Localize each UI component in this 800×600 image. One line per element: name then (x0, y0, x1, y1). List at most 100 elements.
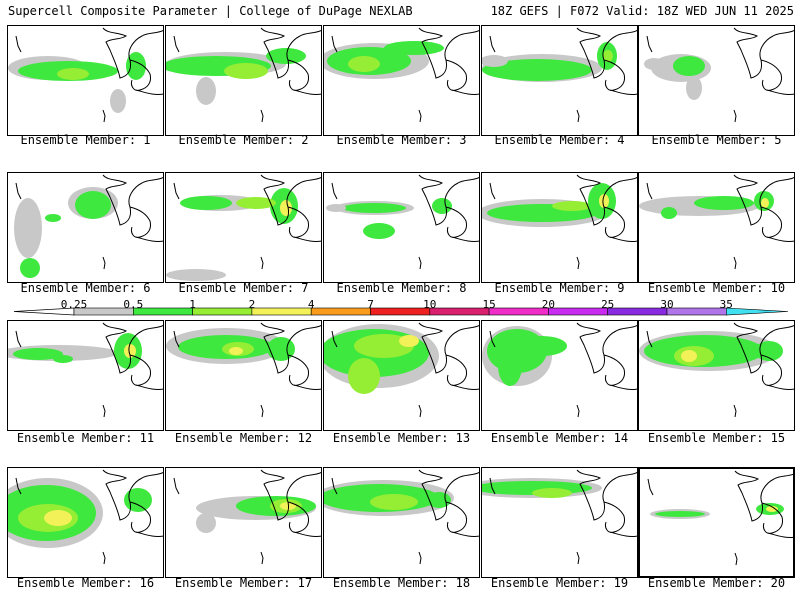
scp-field-map (8, 322, 163, 418)
scp-contour-shading (13, 348, 63, 360)
ensemble-member-map[interactable] (638, 25, 795, 136)
ensemble-member-map[interactable] (323, 172, 480, 283)
scp-contour-shading (661, 207, 677, 219)
scp-contour-shading (196, 77, 216, 105)
scp-contour-shading (761, 198, 769, 208)
scp-contour-shading (384, 41, 444, 55)
scp-contour-shading (57, 68, 89, 80)
member-caption: Ensemble Member: 6 (20, 281, 151, 295)
member-caption: Ensemble Member: 8 (336, 281, 467, 295)
scp-contour-shading (14, 198, 42, 258)
member-caption: Ensemble Member: 14 (490, 431, 629, 445)
ensemble-member-map[interactable] (323, 25, 480, 136)
ensemble-member-map[interactable] (7, 320, 164, 431)
scp-contour-shading (266, 48, 306, 64)
member-caption: Ensemble Member: 19 (490, 576, 629, 590)
scp-contour-shading (224, 63, 268, 79)
colorbar-tick-label: 4 (307, 298, 315, 311)
member-caption: Ensemble Member: 3 (336, 133, 467, 147)
scp-contour-shading (363, 223, 395, 239)
ensemble-member-map[interactable] (481, 25, 638, 136)
member-caption: Ensemble Member: 11 (16, 431, 155, 445)
member-caption: Ensemble Member: 5 (651, 133, 782, 147)
ensemble-member-map[interactable] (481, 467, 638, 578)
scp-contour-shading (673, 56, 705, 76)
member-caption: Ensemble Member: 1 (20, 133, 151, 147)
ensemble-member-map[interactable] (323, 467, 480, 578)
scp-field-map (324, 322, 479, 418)
scp-contour-shading (280, 502, 296, 510)
member-caption: Ensemble Member: 9 (494, 281, 625, 295)
ensemble-member-map[interactable] (323, 320, 480, 431)
scp-field-map (166, 27, 321, 123)
scp-field-map (8, 469, 163, 565)
ensemble-member-map[interactable] (7, 25, 164, 136)
ensemble-member-map[interactable] (481, 320, 638, 431)
scp-contour-shading (686, 76, 702, 100)
member-caption: Ensemble Member: 12 (174, 431, 313, 445)
scp-field-map (324, 27, 479, 123)
colorbar-segment (192, 307, 253, 316)
member-caption: Ensemble Member: 2 (178, 133, 309, 147)
ensemble-member-map[interactable] (165, 320, 322, 431)
ensemble-member-map[interactable] (7, 172, 164, 283)
member-caption: Ensemble Member: 7 (178, 281, 309, 295)
ensemble-member-map[interactable] (165, 25, 322, 136)
scp-contour-shading (694, 196, 754, 210)
scp-field-map (639, 322, 794, 418)
scp-contour-shading (498, 346, 522, 386)
scp-contour-shading (644, 58, 664, 70)
scp-contour-shading (766, 506, 778, 512)
scp-field-map (482, 322, 637, 418)
ensemble-member-map[interactable] (165, 467, 322, 578)
ensemble-member-map[interactable] (638, 467, 795, 578)
member-caption: Ensemble Member: 10 (647, 281, 786, 295)
scp-contour-shading (124, 344, 136, 358)
header-valid-time: 18Z GEFS | F072 Valid: 18Z WED JUN 11 20… (490, 4, 794, 18)
scp-field-map (326, 174, 479, 270)
scp-contour-shading (236, 197, 276, 209)
colorbar-segment (666, 307, 727, 316)
ensemble-member-map[interactable] (165, 172, 322, 283)
scp-contour-shading (229, 347, 243, 355)
ensemble-member-map[interactable] (638, 320, 795, 431)
scp-contour-shading (681, 350, 697, 362)
scp-contour-shading (196, 513, 216, 533)
scp-contour-shading (399, 335, 419, 347)
scp-contour-shading (354, 334, 414, 358)
member-caption: Ensemble Member: 20 (647, 576, 786, 590)
member-caption: Ensemble Member: 16 (16, 576, 155, 590)
header-title: Supercell Composite Parameter | College … (8, 4, 413, 18)
colorbar-segment (548, 307, 609, 316)
scp-contour-shading (517, 336, 567, 356)
scp-field-map (482, 27, 637, 123)
colorbar-tick-label: 0.25 (60, 298, 88, 311)
colorbar-over-arrow (725, 307, 789, 316)
colorbar-tick-label: 10 (423, 298, 437, 311)
scp-contour-shading (326, 204, 346, 212)
member-caption: Ensemble Member: 13 (332, 431, 471, 445)
colorbar-segment (429, 307, 490, 316)
ensemble-member-map[interactable] (7, 467, 164, 578)
scp-contour-shading (124, 488, 152, 512)
ensemble-member-map[interactable] (481, 172, 638, 283)
scp-field-map (639, 174, 794, 270)
colorbar-tick-label: 7 (367, 298, 374, 311)
scp-contour-shading (552, 201, 592, 211)
member-caption: Ensemble Member: 17 (174, 576, 313, 590)
colorbar-tick-label: 25 (601, 298, 615, 311)
colorbar-tick-label: 2 (248, 298, 256, 311)
scp-field-map (173, 469, 321, 565)
member-caption: Ensemble Member: 15 (647, 431, 786, 445)
scp-contour-shading (432, 198, 452, 214)
scp-contour-shading (532, 488, 572, 498)
scp-contour-shading (482, 59, 592, 81)
scp-contour-shading (166, 269, 226, 281)
scp-contour-shading (755, 341, 783, 361)
scp-contour-shading (44, 510, 72, 526)
scp-contour-shading (599, 194, 609, 208)
ensemble-member-map[interactable] (638, 172, 795, 283)
scp-contour-shading (348, 358, 380, 394)
colorbar-segment (310, 307, 371, 316)
scp-field-map (166, 322, 321, 418)
